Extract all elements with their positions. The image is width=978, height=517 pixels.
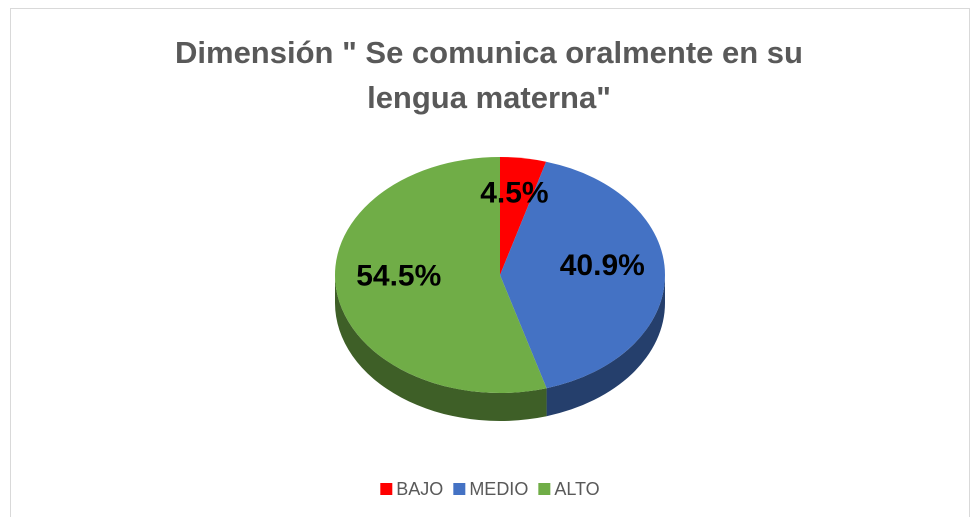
legend-swatch <box>538 483 551 495</box>
slice-side <box>335 275 547 421</box>
legend-label: BAJO <box>396 479 443 499</box>
chart-frame <box>10 8 970 517</box>
slice-side <box>546 275 665 417</box>
data-label: 4.5% <box>480 176 548 209</box>
slice <box>500 157 547 275</box>
legend-label: MEDIO <box>469 479 528 499</box>
legend-swatch <box>453 483 466 495</box>
data-label: 40.9% <box>560 249 645 282</box>
legend-swatch <box>380 483 393 495</box>
chart-title: Dimensión " Se comunica oralmente en su … <box>175 35 803 115</box>
slice <box>500 161 665 389</box>
legend-label: ALTO <box>554 479 599 499</box>
data-label: 54.5% <box>356 259 441 292</box>
slice <box>335 157 547 393</box>
